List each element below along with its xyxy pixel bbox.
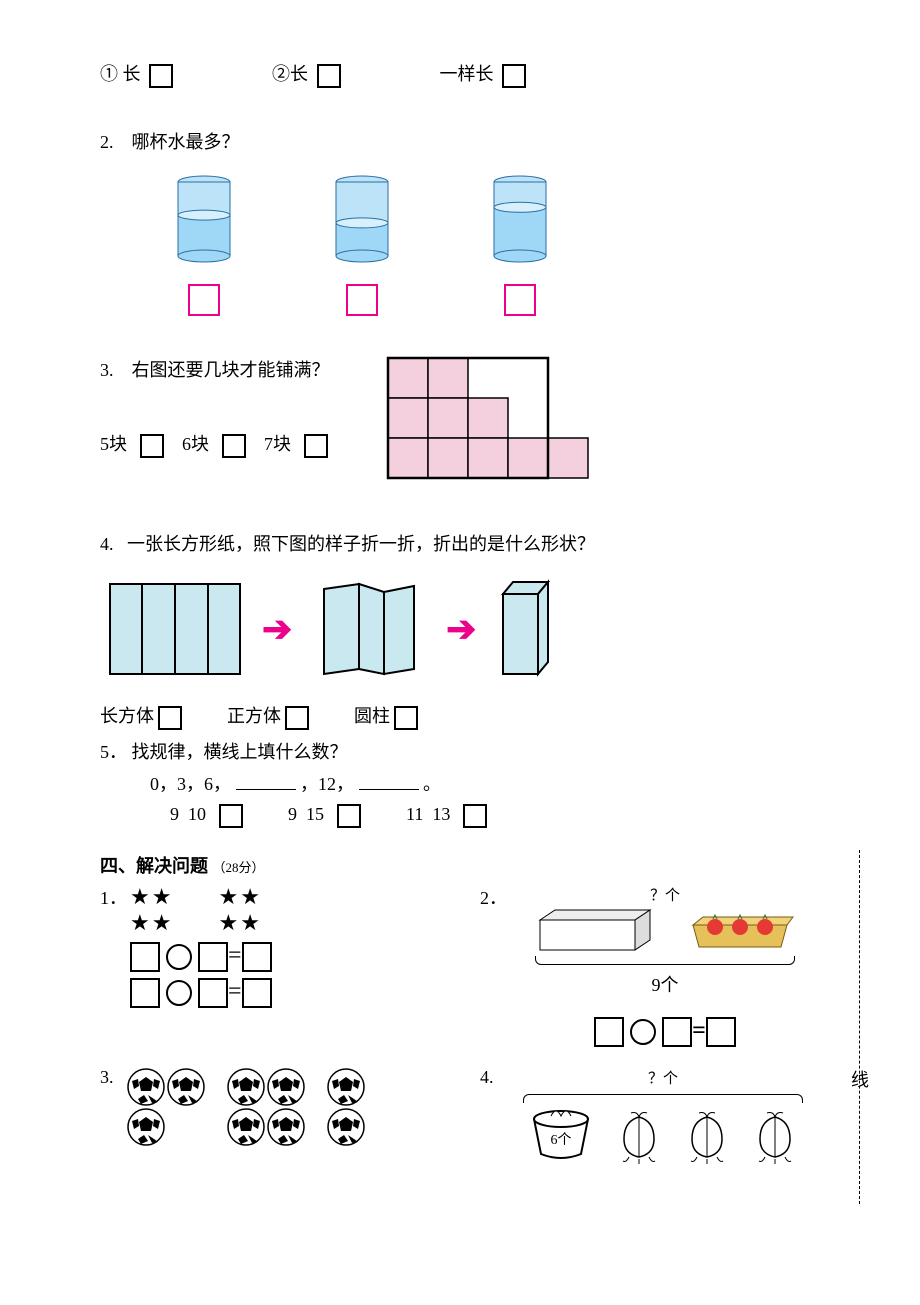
q5-checkbox[interactable] [463,804,487,828]
q5-checkbox[interactable] [219,804,243,828]
q5-title: 找规律，横线上填什么数？ [132,742,348,762]
peach-icon [614,1109,664,1164]
q5-options: 9 10 9 15 11 13 [170,804,820,828]
q3-checkbox[interactable] [222,434,246,458]
q4-checkbox[interactable] [158,706,182,730]
arrow-icon: ➔ [262,608,292,650]
q2-checkbox[interactable] [188,284,220,316]
q4-checkbox[interactable] [394,706,418,730]
section4-points: （28分） [213,860,265,875]
p1-stars-row1: ★★ ★★ [130,884,272,910]
q3-number: 3. [100,360,114,380]
q1-opt1-label: ① 长 [100,64,141,84]
brace-icon [535,955,795,971]
q5-seq-suffix: 。 [423,774,441,794]
star-icon: ★ [240,910,262,935]
section4-problems-row2: 3. 4. ？个 6个 [100,1067,820,1164]
q3-title: 右图还要几块才能铺满？ [132,360,330,380]
q5-number: 5． [100,742,127,762]
q3-options: 5块 6块 7块 [100,430,346,458]
p1-equation1[interactable]: = [130,942,272,972]
q4: 4. 一张长方形纸，照下图的样子折一折，折出的是什么形状？ [100,530,820,556]
q2-cups [170,172,820,316]
problem-3: 3. [100,1067,440,1164]
q1-options: ① 长 ②长 一样长 [100,60,820,88]
svg-text:6个: 6个 [551,1132,572,1148]
q4-options: 长方体 正方体 圆柱 [100,702,820,730]
peach-icon [750,1109,800,1164]
q1-opt2-label: ②长 [272,64,308,84]
box-icon [535,905,655,955]
p3-soccer-balls [126,1067,370,1147]
margin-label: 线 [846,1070,872,1088]
q4-title: 一张长方形纸，照下图的样子折一折，折出的是什么形状？ [127,534,595,554]
star-icon: ★ [218,910,240,935]
arrow-icon: ➔ [446,608,476,650]
q5-checkbox[interactable] [337,804,361,828]
q4-checkbox[interactable] [285,706,309,730]
q2-checkbox[interactable] [504,284,536,316]
problem-4: 4. ？个 6个 [480,1067,820,1164]
brace-icon [523,1088,803,1104]
q5: 5． 找规律，横线上填什么数？ [100,738,820,764]
p1-equation2[interactable]: = [130,978,272,1008]
p1-stars-row2: ★★ ★★ [130,910,272,936]
star-icon: ★ [130,910,152,935]
peach-icon [682,1109,732,1164]
soccer-ball-icon [126,1067,166,1107]
q3-checkbox[interactable] [304,434,328,458]
margin-line [858,850,860,1204]
star-icon: ★ [130,884,152,909]
q2-title: 哪杯水最多？ [132,132,240,152]
p2-number: 2． [480,884,510,1047]
q1-opt3-checkbox[interactable] [502,64,526,88]
p4-number: 4. [480,1067,506,1088]
soccer-ball-icon [326,1107,366,1147]
section4-heading-row: 四、解决问题 （28分） [100,852,820,878]
p2-equation[interactable]: = [510,1017,820,1047]
q4-folding-paper [304,574,434,684]
soccer-ball-icon [226,1107,266,1147]
q1-opt3-label: 一样长 [440,64,494,84]
q3: 3. 右图还要几块才能铺满？ 5块 6块 7块 [100,356,820,480]
section4-heading: 四、解决问题 [100,856,208,876]
q4-number: 4. [100,534,114,554]
star-icon: ★ [218,884,240,909]
q3-checkbox[interactable] [140,434,164,458]
q3-tiles-diagram [386,356,590,480]
q2-number: 2. [100,132,114,152]
soccer-ball-icon [126,1107,166,1147]
soccer-ball-icon [266,1067,306,1107]
q5-seq-mid: ，12， [300,774,354,794]
p2-top-label: ？个 [510,884,820,905]
star-icon: ★ [152,884,174,909]
q1-opt2-checkbox[interactable] [317,64,341,88]
q2-checkbox[interactable] [346,284,378,316]
p3-number: 3. [100,1067,126,1088]
problem-1: 1． ★★ ★★ ★★ ★★ = = [100,884,440,1047]
q5-blank2[interactable] [359,771,419,790]
problem-2: 2． ？个 [480,884,820,1047]
soccer-ball-icon [326,1067,366,1107]
q5-blank1[interactable] [236,771,296,790]
p1-number: 1． [100,884,130,1008]
star-icon: ★ [240,884,262,909]
star-icon: ★ [152,910,174,935]
bowl-icon: 6个 [526,1104,596,1164]
q4-flat-paper [100,574,250,684]
q4-diagrams: ➔ ➔ [100,574,820,684]
section4-problems-row1: 1． ★★ ★★ ★★ ★★ = = [100,884,820,1047]
soccer-ball-icon [266,1107,306,1147]
soccer-ball-icon [166,1067,206,1107]
q4-folded-prism [488,574,568,684]
q1-opt1-checkbox[interactable] [149,64,173,88]
q5-seq-prefix: 0，3，6， [150,774,231,794]
p4-top-label: ？个 [506,1067,820,1088]
p2-total: 9个 [510,971,820,997]
q2: 2. 哪杯水最多？ [100,128,820,154]
tomato-tray-icon [685,905,795,955]
q5-sequence: 0，3，6， ，12， 。 [150,770,820,796]
soccer-ball-icon [226,1067,266,1107]
